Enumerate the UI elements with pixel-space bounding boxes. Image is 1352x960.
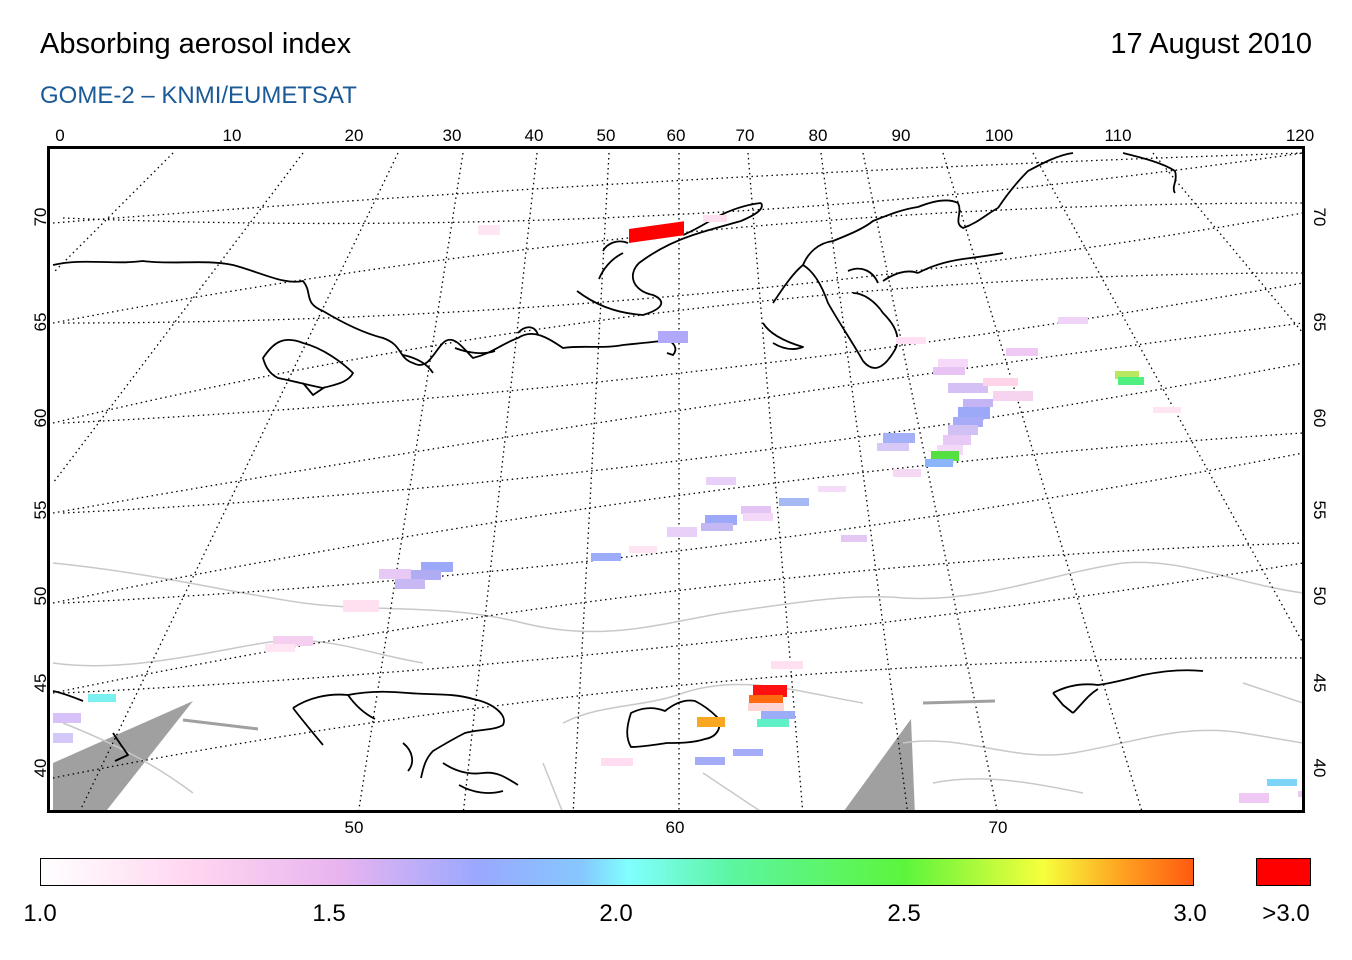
lon-label-top: 80 [808,126,828,145]
lon-label-top: 120 [1285,126,1315,145]
lat-label-right: 70 [1310,207,1329,227]
lon-label-top: 60 [666,126,686,145]
no-data-area [844,719,915,810]
lat-label-right: 50 [1310,586,1329,606]
color-scale-label: 3.0 [1173,900,1207,927]
lon-label-top: 90 [891,126,911,145]
lat-label-right: 60 [1310,408,1329,428]
lon-label-top: 0 [55,126,65,145]
color-scale-bar [40,858,1194,886]
lat-label-right: 55 [1310,500,1329,520]
lon-label-bottom: 60 [665,818,685,837]
lon-label-top: 70 [735,126,755,145]
lon-label-top: 110 [1104,126,1132,145]
lon-label-bottom: 50 [344,818,364,837]
map-canvas [52,152,1302,810]
color-scale-label: 2.0 [599,900,633,927]
graticule [52,152,1302,810]
lon-label-bottom: 70 [988,818,1008,837]
lat-label-right: 65 [1310,312,1329,332]
sparse-data-marks [182,699,996,731]
color-scale-label: 1.5 [312,900,346,927]
coastlines [52,152,1204,794]
lon-label-top: 40 [524,126,544,145]
lon-label-top: 30 [442,126,462,145]
over-range-label: >3.0 [1262,900,1310,927]
no-data-area [53,701,193,810]
country-borders [52,561,1302,810]
lat-label-right: 45 [1310,673,1329,693]
map-panel [47,146,1305,813]
map-subtitle: GOME-2 – KNMI/EUMETSAT [40,82,357,109]
lon-label-top: 20 [344,126,364,145]
lon-label-top: 10 [222,126,242,145]
color-scale-label: 2.5 [887,900,921,927]
aerosol-pixels [53,215,1302,803]
map-date: 17 August 2010 [1110,28,1312,60]
lon-label-top: 50 [596,126,616,145]
color-scale-label: 1.0 [23,900,57,927]
lon-label-top: 100 [984,126,1014,145]
over-range-swatch [1256,858,1311,886]
map-title: Absorbing aerosol index [40,28,352,60]
lat-label-right: 40 [1310,758,1329,778]
